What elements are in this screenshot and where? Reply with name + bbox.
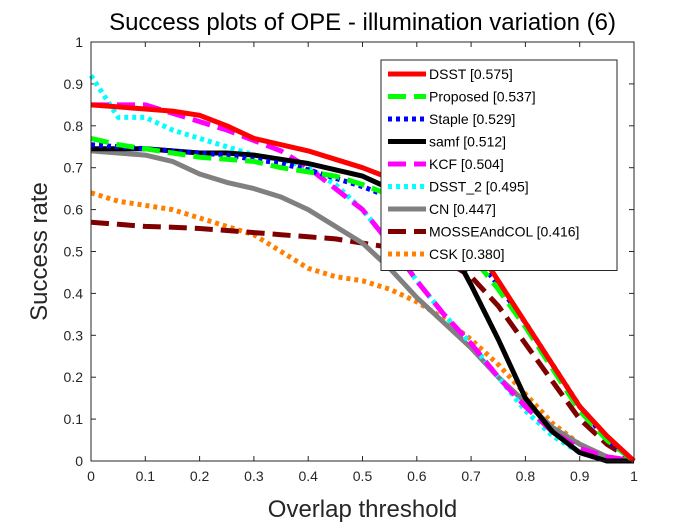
- chart-title: Success plots of OPE - illumination vari…: [109, 9, 616, 36]
- legend-entry: Staple [0.529]: [429, 111, 515, 127]
- y-tick-label: 0.7: [64, 160, 84, 176]
- x-tick-label: 0.2: [190, 468, 210, 484]
- x-tick-label: 0.1: [136, 468, 156, 484]
- x-tick-label: 1: [630, 468, 638, 484]
- series-lines: [88, 74, 636, 464]
- x-tick-label: 0.7: [461, 468, 481, 484]
- y-tick-label: 0.1: [64, 411, 84, 427]
- x-tick-label: 0.4: [298, 468, 318, 484]
- axis-ticks: 0 0.1 0.2 0.3 0.4 0.5 0.6 0.7 0.8 0.9 1 0 0.1 0.2 0.3 0…: [64, 34, 639, 484]
- y-tick-label: 1: [75, 34, 83, 50]
- legend-entry: CN [0.447]: [429, 201, 496, 217]
- axes-box: [90, 41, 635, 462]
- series-line-dsst: [90, 102, 636, 463]
- legend-entry: samf [0.512]: [429, 134, 506, 150]
- y-axis-label: Success rate: [26, 182, 53, 321]
- x-tick-label: 0.8: [516, 468, 536, 484]
- y-tick-label: 0: [75, 453, 83, 469]
- legend-entry: MOSSEAndCOL [0.416]: [429, 224, 579, 240]
- y-tick-label: 0.6: [64, 202, 84, 218]
- series-line-csk: [90, 190, 635, 464]
- x-tick-label: 0.3: [244, 468, 264, 484]
- legend-entry: CSK [0.380]: [429, 246, 505, 262]
- y-tick-label: 0.3: [64, 327, 84, 343]
- legend-entry: DSST_2 [0.495]: [429, 179, 529, 195]
- y-tick-label: 0.5: [64, 244, 84, 260]
- y-tick-label: 0.4: [64, 285, 84, 301]
- legend-entry: KCF [0.504]: [429, 156, 504, 172]
- legend-entry: DSST [0.575]: [429, 66, 513, 82]
- x-tick-label: 0.9: [570, 468, 590, 484]
- y-tick-label: 0.2: [64, 369, 84, 385]
- series-line-dsst-2: [88, 74, 634, 464]
- legend-entry: Proposed [0.537]: [429, 89, 536, 105]
- x-tick-label: 0: [87, 468, 95, 484]
- x-tick-label: 0.5: [353, 468, 373, 484]
- x-axis-label: Overlap threshold: [268, 496, 457, 523]
- x-tick-label: 0.6: [407, 468, 427, 484]
- y-tick-label: 0.9: [64, 76, 84, 92]
- y-tick-label: 0.8: [64, 118, 84, 134]
- legend: DSST [0.575] Proposed [0.537] Staple [0.52…: [380, 59, 618, 271]
